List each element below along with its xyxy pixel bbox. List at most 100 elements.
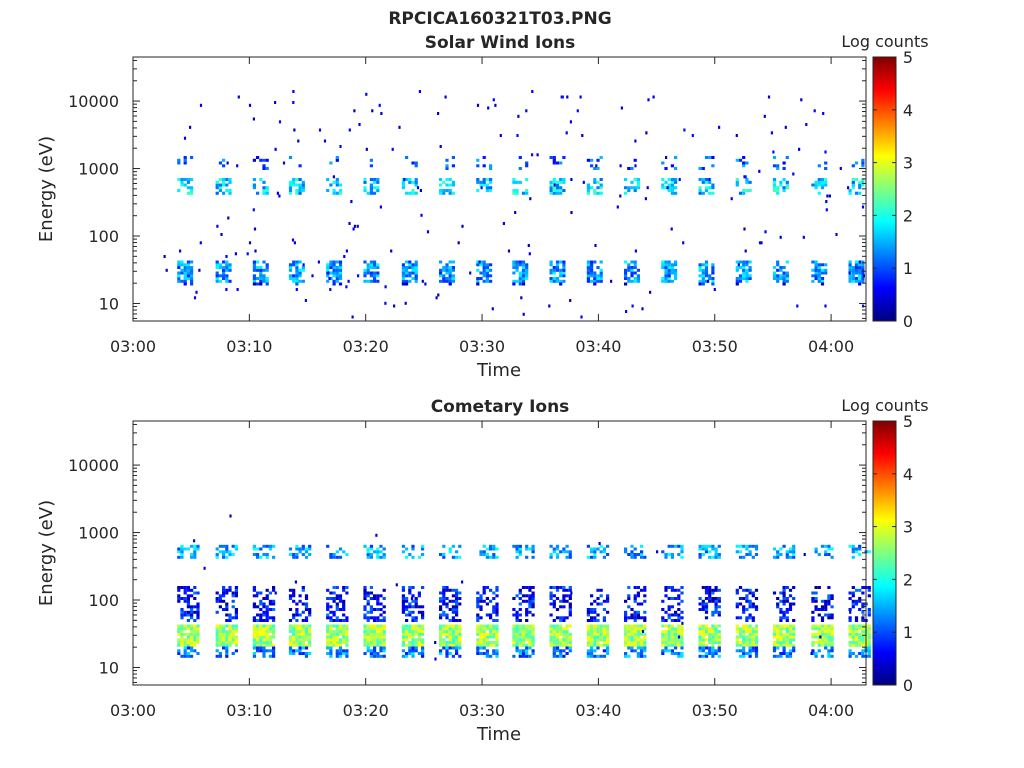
solar-wind-cell bbox=[559, 260, 563, 264]
solar-wind-noise-cell bbox=[304, 299, 307, 302]
cometary-cell bbox=[735, 544, 739, 548]
solar-wind-noise-cell bbox=[356, 224, 359, 228]
solar-wind-cell bbox=[288, 268, 293, 272]
cometary-cell bbox=[698, 649, 702, 653]
cometary-cell bbox=[379, 641, 383, 644]
cometary-cell bbox=[345, 553, 349, 556]
solar-wind-noise-cell bbox=[580, 315, 583, 319]
solar-wind-cell bbox=[664, 268, 668, 272]
cometary-cell bbox=[259, 613, 263, 617]
solar-wind-cell bbox=[186, 271, 190, 275]
cometary-cell bbox=[782, 599, 786, 603]
cometary-cell bbox=[345, 641, 349, 644]
cometary-cell bbox=[495, 547, 499, 551]
solar-wind-cell bbox=[858, 279, 862, 283]
cometary-cell bbox=[643, 599, 647, 603]
cometary-cell bbox=[549, 624, 553, 628]
cometary-cell bbox=[489, 641, 493, 644]
cometary-cell bbox=[811, 627, 815, 631]
cometary-cell bbox=[667, 597, 671, 600]
cometary-cell bbox=[231, 635, 235, 639]
cometary-cell bbox=[593, 608, 597, 611]
solar-wind-noise-cell bbox=[631, 304, 634, 308]
cometary-cell bbox=[408, 605, 412, 609]
cometary-cell bbox=[708, 544, 712, 548]
solar-wind-cell bbox=[369, 274, 373, 278]
cometary-cell bbox=[528, 597, 532, 600]
cometary-cell bbox=[338, 638, 343, 642]
cometary-cell bbox=[754, 646, 759, 650]
cometary-cell bbox=[714, 652, 718, 655]
cometary-cell bbox=[222, 627, 226, 631]
cometary-cell bbox=[414, 602, 418, 606]
cometary-cell bbox=[338, 630, 343, 633]
cometary-cell bbox=[711, 547, 715, 551]
cometary-cell bbox=[414, 619, 418, 622]
solar-wind-cell bbox=[476, 277, 480, 280]
cometary-cell bbox=[606, 597, 610, 600]
cometary-cell bbox=[776, 638, 780, 642]
cometary-cell bbox=[776, 646, 780, 650]
solar-wind-cell bbox=[439, 183, 443, 187]
solar-wind-cell bbox=[848, 268, 852, 272]
cometary-cell bbox=[782, 643, 786, 647]
solar-wind-cell bbox=[772, 186, 777, 190]
solar-wind-cell bbox=[698, 189, 702, 192]
cometary-colorbar-tick-label: 2 bbox=[903, 570, 913, 589]
cometary-cell bbox=[531, 613, 535, 617]
cometary-cell bbox=[674, 635, 678, 639]
solar-wind-cell bbox=[183, 271, 187, 275]
cometary-cell bbox=[308, 635, 312, 639]
cometary-cell bbox=[593, 550, 597, 554]
cometary-cell bbox=[867, 638, 871, 642]
solar-wind-cell bbox=[670, 186, 674, 190]
cometary-cell bbox=[401, 610, 405, 614]
cometary-cell bbox=[779, 654, 783, 658]
solar-wind-cell bbox=[661, 183, 665, 187]
cometary-cell bbox=[298, 613, 302, 617]
solar-wind-cell bbox=[376, 266, 380, 269]
solar-wind-cell bbox=[590, 164, 594, 168]
cometary-cell bbox=[596, 646, 600, 650]
cometary-cell bbox=[667, 649, 671, 653]
solar-wind-cell bbox=[667, 279, 671, 283]
cometary-cell bbox=[742, 632, 746, 636]
solar-wind-cell bbox=[848, 279, 852, 283]
cometary-cell bbox=[748, 654, 752, 658]
cometary-cell bbox=[568, 649, 572, 653]
solar-wind-cell bbox=[259, 268, 263, 272]
cometary-cell bbox=[231, 630, 235, 633]
solar-wind-cell bbox=[782, 186, 786, 190]
solar-wind-cell bbox=[518, 277, 522, 280]
cometary-cell bbox=[366, 635, 370, 639]
cometary-cell bbox=[455, 602, 459, 606]
solar-wind-cell bbox=[405, 274, 409, 278]
cometary-cell bbox=[512, 638, 516, 642]
solar-wind-cell bbox=[489, 186, 493, 190]
solar-wind-noise-cell bbox=[328, 277, 331, 280]
solar-wind-cell bbox=[851, 178, 855, 181]
solar-wind-cell bbox=[711, 268, 715, 272]
cometary-cell bbox=[735, 649, 739, 653]
cometary-cell bbox=[417, 591, 421, 595]
solar-wind-cell bbox=[215, 279, 219, 283]
cometary-cell bbox=[329, 646, 333, 650]
cometary-cell bbox=[562, 635, 566, 639]
cometary-cell bbox=[335, 632, 339, 636]
solar-wind-noise-cell bbox=[644, 197, 647, 201]
solar-wind-noise-cell bbox=[292, 90, 295, 93]
cometary-cell bbox=[742, 652, 746, 655]
cometary-cell bbox=[442, 597, 446, 600]
cometary-cell bbox=[376, 553, 380, 556]
cometary-cell bbox=[288, 597, 293, 600]
cometary-cell bbox=[366, 616, 370, 620]
solar-wind-cell bbox=[180, 178, 184, 181]
cometary-cell bbox=[854, 599, 859, 603]
solar-wind-cell bbox=[485, 274, 489, 278]
solar-wind-y-tick-label: 100 bbox=[88, 227, 119, 246]
cometary-cell bbox=[215, 555, 219, 559]
cometary-cell bbox=[225, 638, 229, 642]
solar-wind-noise-cell bbox=[758, 169, 761, 173]
cometary-cell bbox=[234, 588, 238, 592]
solar-wind-cell bbox=[824, 183, 828, 187]
